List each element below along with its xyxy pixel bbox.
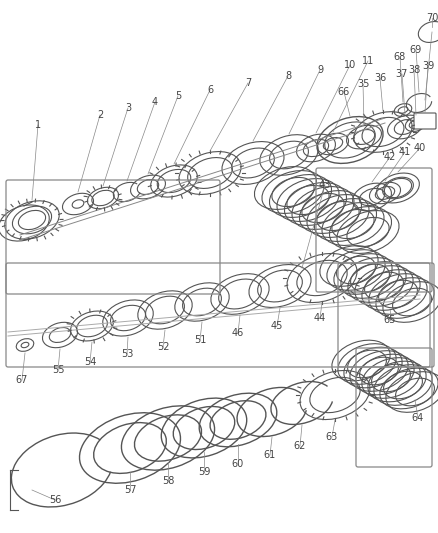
Text: 11: 11	[362, 56, 374, 66]
Text: 53: 53	[121, 349, 133, 359]
Text: 43: 43	[319, 180, 331, 190]
Text: 44: 44	[314, 313, 326, 323]
Text: 51: 51	[194, 335, 206, 345]
Text: 2: 2	[97, 110, 103, 120]
Text: 10: 10	[344, 60, 356, 70]
Text: 40: 40	[414, 143, 426, 153]
Text: 3: 3	[125, 103, 131, 113]
Text: 56: 56	[49, 495, 61, 505]
Text: 7: 7	[245, 78, 251, 88]
Text: 36: 36	[374, 73, 386, 83]
Text: 8: 8	[285, 71, 291, 81]
Text: 6: 6	[207, 85, 213, 95]
Text: 5: 5	[175, 91, 181, 101]
Text: 68: 68	[394, 52, 406, 62]
Text: 9: 9	[317, 65, 323, 75]
Text: 61: 61	[264, 450, 276, 460]
FancyBboxPatch shape	[414, 113, 436, 129]
Text: 54: 54	[84, 357, 96, 367]
Text: 52: 52	[157, 342, 169, 352]
Text: 57: 57	[124, 485, 136, 495]
Text: 39: 39	[422, 61, 434, 71]
Text: 4: 4	[152, 97, 158, 107]
Text: 70: 70	[426, 13, 438, 23]
Text: 38: 38	[408, 65, 420, 75]
Text: 66: 66	[338, 87, 350, 97]
Text: 67: 67	[16, 375, 28, 385]
Text: 65: 65	[384, 315, 396, 325]
Text: 63: 63	[326, 432, 338, 442]
Text: 62: 62	[294, 441, 306, 451]
Text: 69: 69	[410, 45, 422, 55]
Text: 42: 42	[384, 152, 396, 162]
Text: 1: 1	[35, 120, 41, 130]
Text: 46: 46	[232, 328, 244, 338]
Text: 45: 45	[271, 321, 283, 331]
Text: 35: 35	[357, 79, 369, 89]
Text: 58: 58	[162, 476, 174, 486]
Text: 59: 59	[198, 467, 210, 477]
Text: 41: 41	[399, 147, 411, 157]
Text: 64: 64	[412, 413, 424, 423]
Text: 60: 60	[232, 459, 244, 469]
Text: 37: 37	[396, 69, 408, 79]
Text: 55: 55	[52, 365, 64, 375]
